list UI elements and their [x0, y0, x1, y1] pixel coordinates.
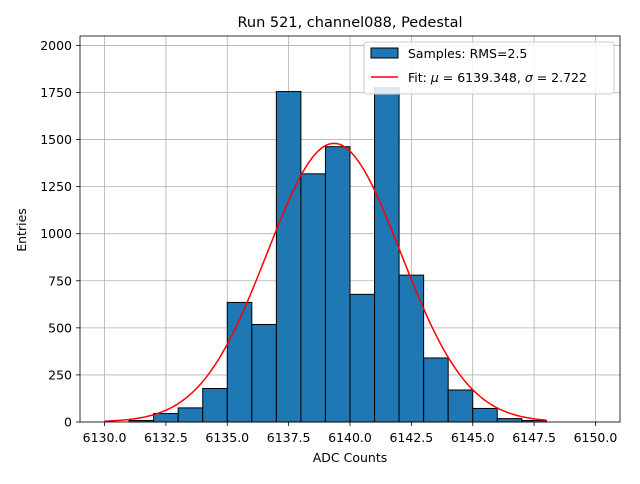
- legend-fit-sigma-value: = 2.722: [533, 70, 587, 85]
- y-axis-label: Entries: [14, 208, 29, 252]
- histogram-bar: [226, 301, 253, 423]
- histogram-bar: [447, 389, 474, 423]
- x-tick-label: 6137.5: [267, 430, 311, 445]
- x-axis-label: ADC Counts: [313, 450, 388, 465]
- legend-swatch-samples: [370, 47, 399, 59]
- histogram-bar: [349, 293, 376, 423]
- legend-label-samples: Samples: RMS=2.5: [408, 46, 527, 61]
- legend-fit-mu-value: = 6139.348,: [439, 70, 525, 85]
- histogram-bar: [275, 91, 302, 423]
- histogram-bar: [374, 87, 400, 423]
- histogram-bar: [423, 357, 449, 423]
- y-tick-label: 2000: [40, 38, 72, 53]
- y-tick-label: 1000: [40, 226, 72, 241]
- legend-fit-prefix: Fit:: [408, 70, 431, 85]
- histogram-bars: [128, 87, 547, 423]
- histogram-bar: [177, 407, 204, 423]
- x-tick-label: 6130.0: [83, 430, 127, 445]
- legend-label-fit: Fit: μ = 6139.348, σ = 2.722: [408, 70, 587, 85]
- histogram-bar: [251, 323, 277, 423]
- x-tick-label: 6147.5: [512, 430, 556, 445]
- gaussian-fit-curve: [104, 142, 547, 422]
- histogram-bar: [472, 407, 498, 423]
- x-tick-label: 6132.5: [144, 430, 188, 445]
- legend-fit-sigma-symbol: σ: [525, 70, 534, 85]
- x-tick-label: 6135.0: [205, 430, 249, 445]
- y-tick-label: 750: [48, 273, 72, 288]
- histogram-bar: [496, 418, 523, 423]
- histogram-bar: [398, 274, 425, 423]
- y-tick-label: 1500: [40, 132, 72, 147]
- y-tick-label: 1750: [40, 85, 72, 100]
- legend-box: [363, 41, 615, 95]
- histogram-bar: [300, 173, 326, 423]
- legend-fit-mu-symbol: μ: [430, 70, 439, 85]
- x-tick-label: 6150.0: [574, 430, 618, 445]
- histogram-bar: [324, 146, 351, 423]
- y-tick-label: 0: [64, 415, 72, 430]
- histogram-bar: [153, 413, 179, 423]
- y-axis-ticks: 0 250 500 750 1000 1250 1500 1750 2000: [40, 38, 80, 430]
- x-axis-ticks: 6130.0 6132.5 6135.0 6137.5 6140.0 6142.5 6145…: [83, 422, 618, 445]
- legend: Samples: RMS=2.5 Fit: μ = 6139.348, σ = …: [363, 41, 615, 95]
- histogram-bar: [202, 387, 228, 423]
- x-tick-label: 6145.0: [451, 430, 495, 445]
- y-tick-label: 1250: [40, 179, 72, 194]
- chart-title: Run 521, channel088, Pedestal: [237, 15, 462, 31]
- y-tick-label: 250: [48, 367, 72, 382]
- x-tick-label: 6142.5: [389, 430, 433, 445]
- y-tick-label: 500: [48, 320, 72, 335]
- x-tick-label: 6140.0: [328, 430, 372, 445]
